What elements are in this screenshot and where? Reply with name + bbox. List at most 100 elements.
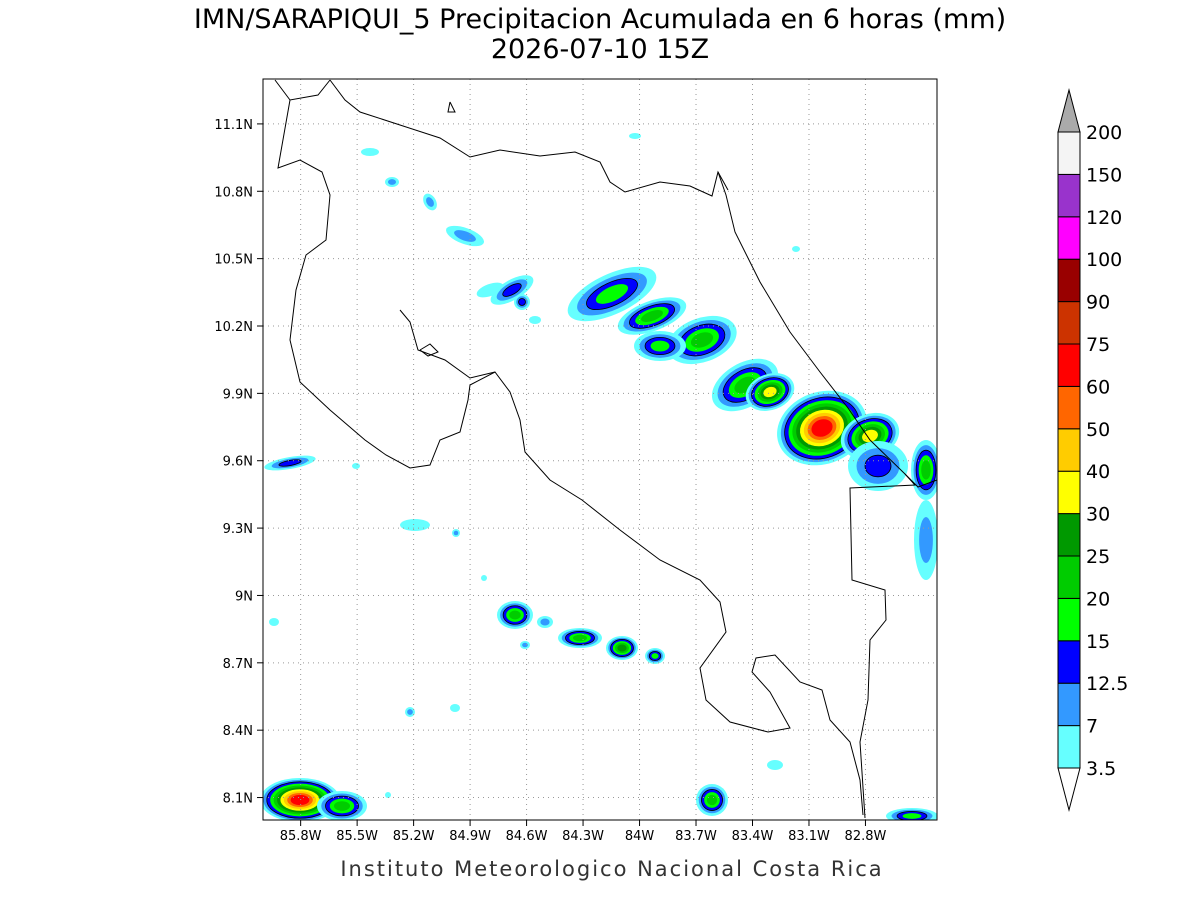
lat-tick-label: 9.6N — [223, 455, 253, 470]
precip-contour — [387, 179, 397, 185]
colorbar-box — [1057, 301, 1081, 345]
colorbar-label: 90 — [1086, 292, 1110, 314]
precip-contour — [278, 459, 302, 467]
lat-tick-label: 9.9N — [223, 387, 253, 402]
precip-contour — [902, 813, 922, 819]
precip-contour — [385, 792, 391, 798]
colorbar-label: 50 — [1086, 419, 1110, 441]
border-panama — [849, 473, 917, 819]
lon-tick-label: 82.8W — [845, 829, 887, 844]
precip-contour — [864, 454, 892, 478]
precip-contour — [767, 760, 783, 770]
precip-contour — [690, 332, 714, 348]
lat-tick-label: 10.5N — [214, 253, 253, 268]
gulf-nicoya — [399, 309, 496, 379]
colorbar-label: 25 — [1086, 546, 1110, 568]
lon-tick-label: 85.5W — [336, 829, 378, 844]
lon-tick-label: 84.9W — [449, 829, 491, 844]
precip-contour — [919, 517, 933, 563]
lat-tick-label: 8.4N — [223, 724, 253, 739]
coastline — [274, 79, 331, 101]
precip-contour — [706, 794, 718, 806]
colorbar-box — [1057, 173, 1081, 218]
precip-contour — [522, 642, 528, 648]
colorbar-box — [1057, 597, 1081, 642]
colorbar-box — [1057, 513, 1081, 557]
lat-tick-label: 8.7N — [223, 657, 253, 672]
colorbar-box — [1057, 131, 1081, 175]
precip-contour — [792, 246, 800, 252]
colorbar-label: 120 — [1086, 207, 1122, 229]
colorbar-box — [1057, 216, 1081, 260]
precip-contour — [650, 340, 670, 352]
colorbar-box — [1057, 470, 1081, 515]
precip-contour — [629, 133, 641, 139]
colorbar-box — [1057, 258, 1081, 303]
colorbar-label: 100 — [1086, 249, 1122, 271]
precip-contour — [540, 618, 550, 626]
lon-tick-label: 84W — [625, 829, 655, 844]
precip-contour — [450, 704, 460, 712]
colorbar-over — [1057, 88, 1081, 133]
precip-contour — [529, 316, 541, 324]
precip-contour — [502, 283, 522, 297]
lon-tick-label: 85.2W — [393, 829, 435, 844]
lat-tick-label: 11.1N — [214, 118, 253, 133]
precip-contour — [269, 618, 279, 626]
lon-tick-label: 83.4W — [732, 829, 774, 844]
colorbar-box — [1057, 385, 1081, 430]
colorbar-box — [1057, 725, 1081, 769]
border-north — [329, 79, 729, 197]
precip-contour — [454, 230, 476, 242]
lon-tick-label: 84.3W — [562, 829, 604, 844]
subtitle: 2026-07-10 15Z — [491, 34, 709, 65]
coastlines — [274, 79, 937, 819]
precip-contour — [617, 644, 627, 652]
colorbar-label: 40 — [1086, 461, 1110, 483]
lon-tick-label: 85.8W — [280, 829, 322, 844]
precip-contour — [595, 284, 629, 304]
precip-contour — [290, 794, 310, 806]
colorbar-box — [1057, 555, 1081, 599]
precip-contour — [476, 282, 504, 298]
colorbar-label: 12.5 — [1086, 673, 1128, 695]
plot-frame — [262, 78, 938, 821]
precip-contour — [453, 530, 459, 536]
colorbar-under — [1057, 767, 1081, 812]
precip-contour — [400, 519, 430, 531]
colorbar-label: 20 — [1086, 588, 1110, 610]
colorbar-box — [1057, 343, 1081, 387]
title: IMN/SARAPIQUI_5 Precipitacion Acumulada … — [194, 4, 1006, 35]
precip-contour — [518, 298, 526, 306]
colorbar-label: 75 — [1086, 334, 1110, 356]
lon-tick-label: 83.7W — [675, 829, 717, 844]
precipitation-field — [263, 133, 937, 820]
colorbar-label: 200 — [1086, 122, 1122, 144]
lat-tick-label: 9N — [235, 589, 253, 604]
precip-contour — [572, 634, 588, 642]
precip-contour — [811, 419, 833, 437]
precip-contour — [763, 386, 777, 398]
colorbar: 3.5 7 12.5 15 20 25 30 40 50 60 75 90 100 120 150 200 — [1057, 88, 1128, 812]
coast-pacific — [277, 99, 864, 816]
precip-contour — [334, 801, 350, 811]
precip-contour — [641, 310, 663, 322]
precip-contour — [407, 709, 413, 715]
precip-contour — [481, 575, 487, 581]
lat-tick-label: 10.8N — [214, 185, 253, 200]
colorbar-label: 3.5 — [1086, 758, 1116, 780]
island — [447, 101, 456, 113]
grid: 85.8W 85.5W 85.2W 84.9W 84.6W 84.3W 84W 83.7W 83… — [214, 79, 937, 844]
lon-tick-label: 84.6W — [506, 829, 548, 844]
precip-contour — [921, 460, 931, 480]
colorbar-box — [1057, 428, 1081, 472]
colorbar-label: 15 — [1086, 631, 1110, 653]
precip-contour — [426, 197, 434, 207]
colorbar-label: 60 — [1086, 376, 1110, 398]
lat-tick-label: 8.1N — [223, 792, 253, 807]
precip-contour — [509, 610, 521, 620]
lat-tick-label: 10.2N — [214, 320, 253, 335]
colorbar-label: 30 — [1086, 504, 1110, 526]
lon-tick-label: 83.1W — [788, 829, 830, 844]
